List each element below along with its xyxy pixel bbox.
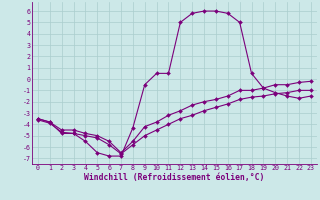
X-axis label: Windchill (Refroidissement éolien,°C): Windchill (Refroidissement éolien,°C) [84, 173, 265, 182]
